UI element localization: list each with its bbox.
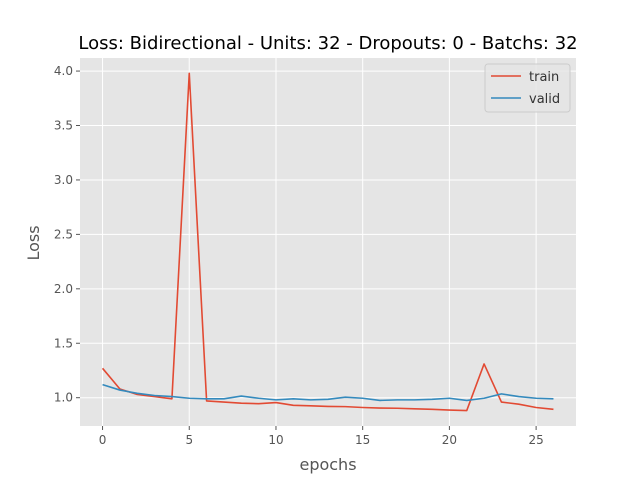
plot-area — [80, 58, 576, 426]
valid-series-line — [102, 383, 554, 402]
y-tick-label: 1.5 — [54, 336, 73, 350]
series-lines — [101, 72, 554, 412]
x-tick-label: 25 — [528, 433, 543, 447]
y-tick-label: 2.0 — [54, 282, 73, 296]
y-tick-label: 3.5 — [54, 119, 73, 133]
x-tick-label: 15 — [355, 433, 370, 447]
legend: train valid — [484, 63, 571, 113]
x-axis-ticks: 0 5 10 15 20 25 — [99, 426, 544, 447]
x-tick-label: 10 — [268, 433, 283, 447]
legend-label-valid: valid — [529, 92, 560, 107]
x-tick-label: 5 — [185, 433, 193, 447]
y-tick-label: 4.0 — [54, 64, 73, 78]
chart-title: Loss: Bidirectional - Units: 32 - Dropou… — [78, 33, 577, 54]
y-axis-label: Loss — [24, 225, 43, 260]
legend-label-train: train — [529, 70, 559, 85]
train-series-line — [101, 72, 554, 412]
x-tick-label: 0 — [99, 433, 107, 447]
x-axis-label: epochs — [299, 455, 356, 474]
y-tick-label: 3.0 — [54, 173, 73, 187]
y-tick-label: 2.5 — [54, 227, 73, 241]
x-tick-label: 20 — [442, 433, 457, 447]
y-axis-ticks: 1.0 1.5 2.0 2.5 3.0 3.5 4.0 — [54, 64, 80, 405]
y-tick-label: 1.0 — [54, 391, 73, 405]
